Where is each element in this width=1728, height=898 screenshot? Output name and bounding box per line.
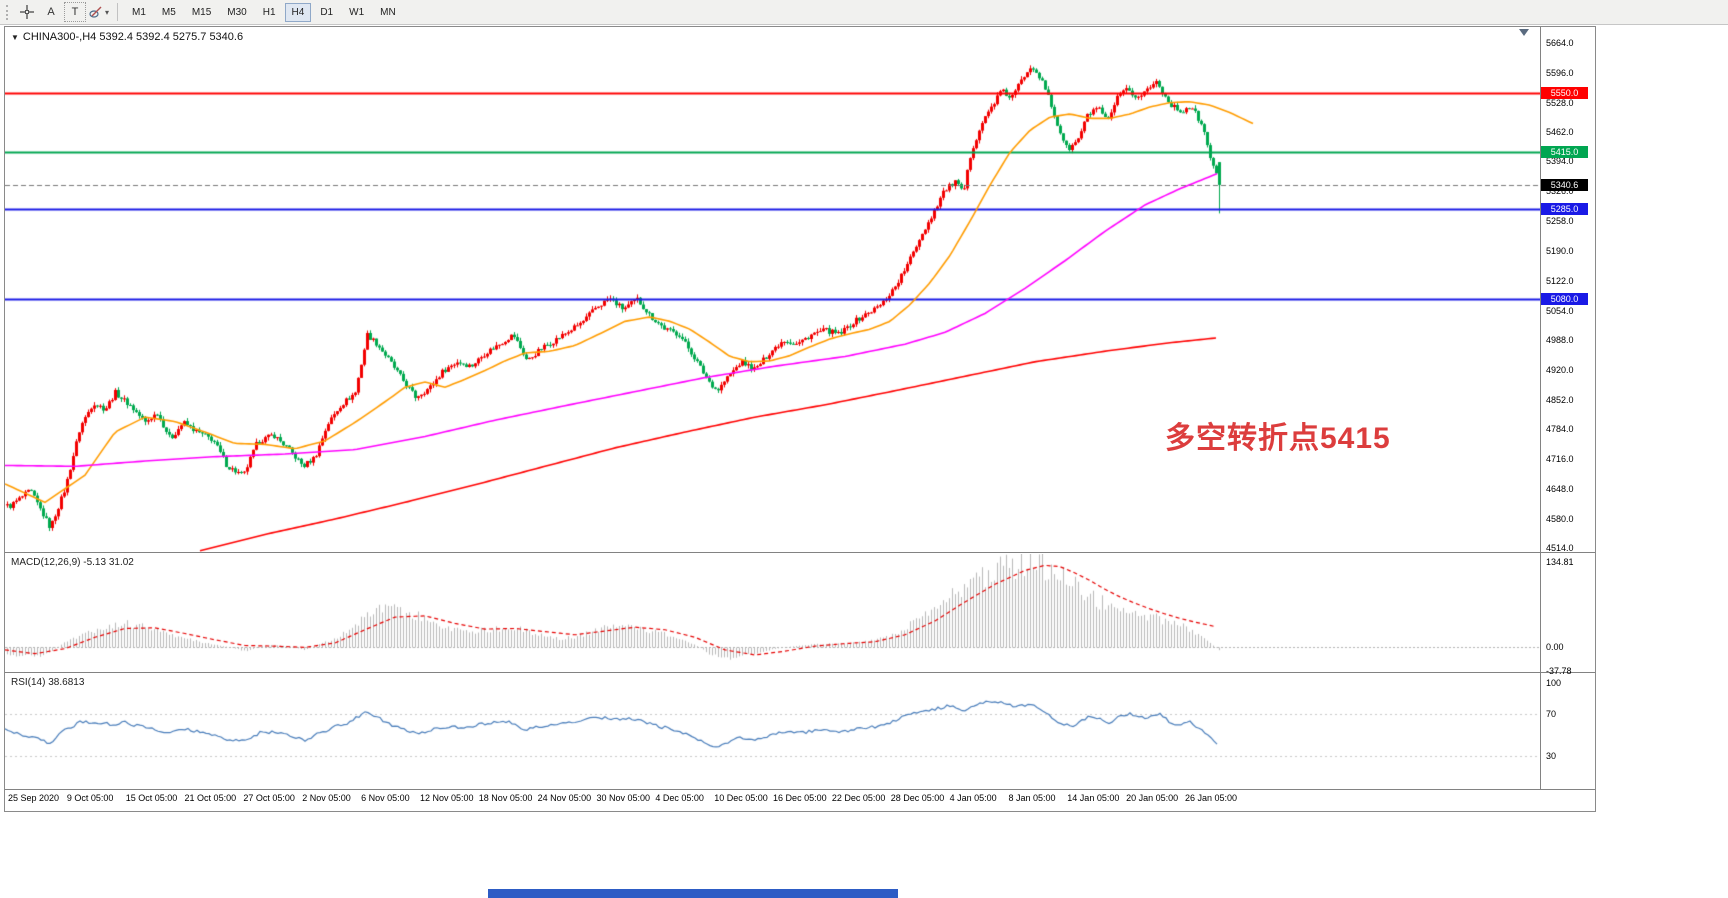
price-tick: 5326.0: [1546, 186, 1574, 196]
price-badge: 5415.0: [1541, 146, 1588, 158]
time-axis-label: 4 Dec 05:00: [655, 793, 704, 803]
price-tick: 5528.0: [1546, 98, 1574, 108]
text-label-tool-button[interactable]: T: [64, 2, 86, 22]
rsi-label: RSI(14) 38.6813: [11, 677, 85, 688]
time-axis-label: 28 Dec 05:00: [890, 793, 945, 803]
shapes-dropdown-button[interactable]: ▾: [88, 2, 110, 22]
time-axis-label: 12 Nov 05:00: [419, 793, 474, 803]
timeframe-button-w1[interactable]: W1: [342, 3, 371, 22]
time-axis-label: 2 Nov 05:00: [302, 793, 351, 803]
chart-window: ▼ CHINA300-,H4 5392.4 5392.4 5275.7 5340.…: [4, 26, 1596, 812]
price-tick: 4784.0: [1546, 424, 1574, 434]
bottom-blue-strip: [488, 889, 898, 898]
time-axis-line: [5, 789, 1595, 790]
time-axis-label: 16 Dec 05:00: [773, 793, 827, 803]
chart-shift-marker[interactable]: [1519, 29, 1529, 36]
time-axis-label: 6 Nov 05:00: [361, 793, 410, 803]
time-axis-label: 8 Jan 05:00: [1008, 793, 1056, 803]
text-tool-button[interactable]: A: [40, 2, 62, 22]
panel-separator[interactable]: [5, 672, 1595, 673]
price-tick: 5462.0: [1546, 127, 1574, 137]
chevron-down-icon: ▾: [105, 7, 110, 17]
time-axis-label: 22 Dec 05:00: [831, 793, 886, 803]
timeframe-button-m30[interactable]: M30: [220, 3, 253, 22]
main-chart-canvas[interactable]: [5, 27, 1540, 552]
price-tick: 5596.0: [1546, 68, 1574, 78]
time-axis-label: 14 Jan 05:00: [1067, 793, 1120, 803]
toolbar: A T ▾ M1 M5 M15 M30 H1 H4 D1 W1 MN: [0, 0, 1728, 25]
price-badge: 5285.0: [1541, 203, 1588, 215]
price-badge: 5080.0: [1541, 293, 1588, 305]
price-tick: 4648.0: [1546, 484, 1574, 494]
chart-header: ▼ CHINA300-,H4 5392.4 5392.4 5275.7 5340.…: [11, 31, 243, 43]
rsi-canvas[interactable]: [5, 674, 1540, 788]
timeframe-button-m5[interactable]: M5: [155, 3, 183, 22]
price-badge: 5340.6: [1541, 179, 1588, 191]
timeframe-button-h1[interactable]: H1: [256, 3, 283, 22]
toolbar-separator: [117, 3, 119, 21]
time-axis-label: 10 Dec 05:00: [714, 793, 768, 803]
macd-canvas[interactable]: [5, 554, 1540, 672]
time-axis-label: 9 Oct 05:00: [66, 793, 114, 803]
price-tick: 4580.0: [1546, 514, 1574, 524]
price-tick: 5190.0: [1546, 246, 1574, 256]
timeframe-button-d1[interactable]: D1: [313, 3, 340, 22]
macd-tick: 0.00: [1546, 642, 1564, 652]
time-axis-label: 4 Jan 05:00: [949, 793, 997, 803]
chart-header-text: CHINA300-,H4 5392.4 5392.4 5275.7 5340.6: [22, 31, 244, 43]
macd-tick: 134.81: [1546, 557, 1574, 567]
price-badge: 5550.0: [1541, 87, 1588, 99]
price-tick: 5122.0: [1546, 276, 1574, 286]
panel-separator[interactable]: [5, 552, 1595, 553]
time-axis[interactable]: 25 Sep 2020 9 Oct 05:00 15 Oct 05:00 21 Oct…: [5, 790, 1595, 811]
shapes-icon: [89, 6, 102, 18]
symbol-dropdown-icon[interactable]: ▼: [11, 33, 19, 42]
time-axis-label: 27 Oct 05:00: [243, 793, 295, 803]
timeframe-button-m15[interactable]: M15: [185, 3, 218, 22]
toolbar-grip[interactable]: [6, 4, 11, 20]
time-axis-label: 21 Oct 05:00: [184, 793, 237, 803]
time-axis-label: 25 Sep 2020: [8, 793, 60, 803]
timeframe-button-m1[interactable]: M1: [125, 3, 153, 22]
time-axis-label: 24 Nov 05:00: [537, 793, 592, 803]
price-axis-line: [1540, 27, 1541, 789]
time-axis-label: 26 Jan 05:00: [1185, 793, 1238, 803]
price-tick: 4988.0: [1546, 335, 1574, 345]
chart-annotation-text[interactable]: 多空转折点5415: [1165, 422, 1391, 455]
rsi-tick: 30: [1546, 751, 1557, 761]
timeframe-buttons: M1 M5 M15 M30 H1 H4 D1 W1 MN: [124, 2, 404, 22]
price-tick: 5394.0: [1546, 156, 1574, 166]
macd-label: MACD(12,26,9) -5.13 31.02: [11, 557, 134, 568]
price-tick: 5054.0: [1546, 306, 1574, 316]
price-tick: 5258.0: [1546, 216, 1574, 226]
time-axis-label: 15 Oct 05:00: [125, 793, 178, 803]
timeframe-button-mn[interactable]: MN: [373, 3, 403, 22]
time-axis-label: 18 Nov 05:00: [478, 793, 533, 803]
time-axis-label: 30 Nov 05:00: [596, 793, 651, 803]
price-tick: 4716.0: [1546, 454, 1574, 464]
time-axis-label: 20 Jan 05:00: [1126, 793, 1179, 803]
price-axis[interactable]: 5664.0 5596.0 5528.0 5462.0 5394.0 5326.0 5258…: [1541, 27, 1595, 789]
rsi-tick: 100: [1546, 678, 1562, 688]
price-tick: 5664.0: [1546, 38, 1574, 48]
crosshair-icon: [20, 5, 34, 19]
crosshair-tool-button[interactable]: [16, 2, 38, 22]
macd-tick: -37.78: [1546, 666, 1572, 676]
timeframe-button-h4[interactable]: H4: [284, 2, 312, 22]
rsi-tick: 70: [1546, 709, 1557, 719]
price-tick: 4852.0: [1546, 395, 1574, 405]
price-tick: 4920.0: [1546, 365, 1574, 375]
price-tick: 4514.0: [1546, 543, 1574, 553]
